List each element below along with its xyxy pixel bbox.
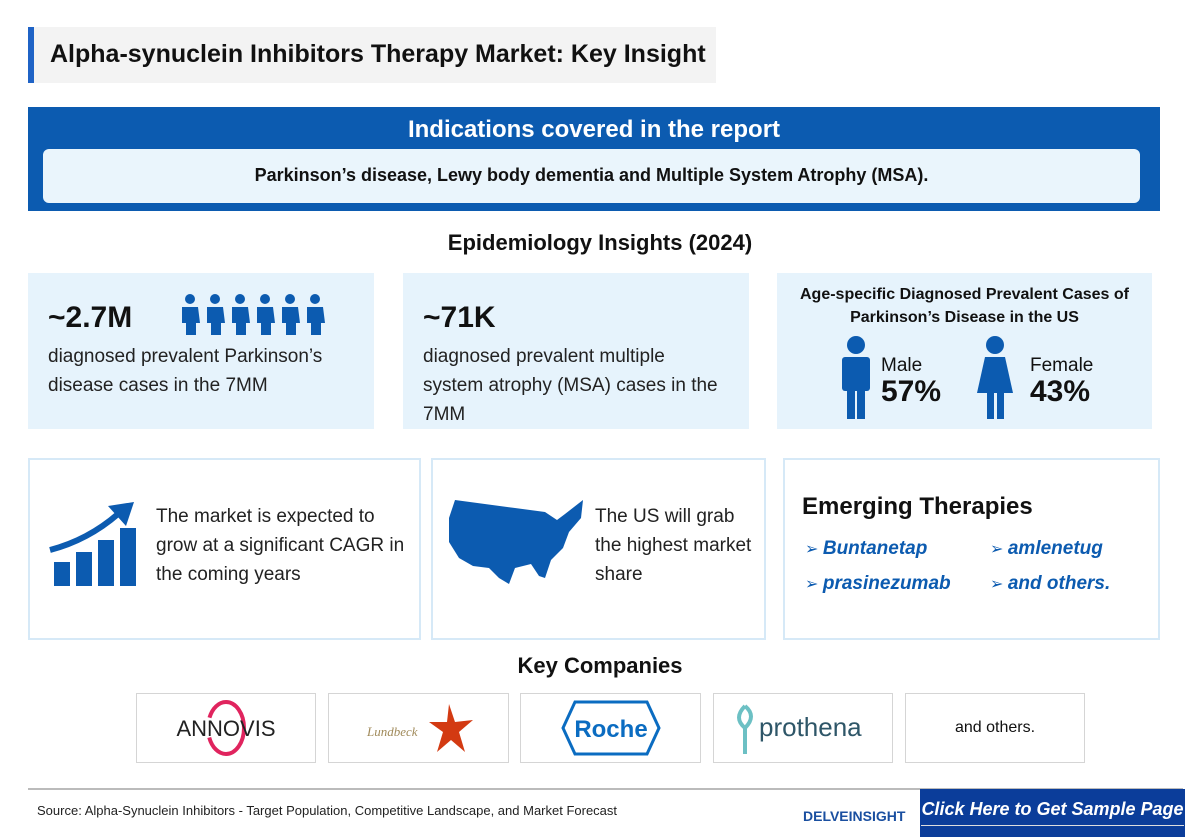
msa-text: diagnosed prevalent multiple system atro… xyxy=(423,346,718,425)
therapies-card: Emerging Therapies ➢ Buntanetap ➢ amlene… xyxy=(783,458,1160,640)
source-text: Source: Alpha-Synuclein Inhibitors - Tar… xyxy=(37,803,618,818)
indications-panel: Indications covered in the report Parkin… xyxy=(28,107,1160,211)
female-label: Female xyxy=(1030,355,1094,376)
svg-text:Roche: Roche xyxy=(574,716,647,743)
us-map-icon xyxy=(449,500,583,584)
delveinsight-logo: DELVEINSIGHT xyxy=(803,808,906,824)
male-label: Male xyxy=(881,355,923,376)
page-title: Alpha-synuclein Inhibitors Therapy Marke… xyxy=(28,27,716,83)
pd-card: ~2.7M diagnosed prevalent Parkinson’s di… xyxy=(28,273,374,429)
gender-heading: Age-specific Diagnosed Prevalent Cases o… xyxy=(800,286,1129,326)
pd-text: diagnosed prevalent Parkinson’s disease … xyxy=(48,346,323,396)
therapy-item: ➢ and others. xyxy=(990,573,1111,594)
prothena-logo: prothena xyxy=(713,693,893,763)
indications-text: Parkinson’s disease, Lewy body dementia … xyxy=(43,149,1140,203)
therapy-item: ➢ Buntanetap xyxy=(805,538,928,559)
svg-text:Lundbeck: Lundbeck xyxy=(366,724,418,739)
svg-text:prothena: prothena xyxy=(759,712,862,742)
growth-card: The market is expected to grow at a sign… xyxy=(28,458,421,640)
epidemiology-heading: Epidemiology Insights (2024) xyxy=(447,230,753,255)
msa-value: ~71K xyxy=(423,301,496,334)
therapies-heading: Emerging Therapies xyxy=(802,493,1033,520)
svg-text:ANNOVIS: ANNOVIS xyxy=(176,716,275,741)
therapy-item: ➢ prasinezumab xyxy=(805,573,951,594)
pd-value: ~2.7M xyxy=(48,301,133,334)
female-value: 43% xyxy=(1030,375,1091,408)
indications-heading: Indications covered in the report xyxy=(407,116,781,143)
male-value: 57% xyxy=(881,375,942,408)
msa-card: ~71K diagnosed prevalent multiple system… xyxy=(403,273,749,429)
us-text: The US will grab the highest market shar… xyxy=(595,506,752,585)
people-icon xyxy=(182,294,325,335)
companies-heading: Key Companies xyxy=(517,653,683,678)
sample-page-button[interactable]: Click Here to Get Sample Page xyxy=(920,789,1185,837)
lundbeck-logo: Lundbeck xyxy=(328,693,509,763)
male-icon xyxy=(842,336,870,419)
footer-divider xyxy=(28,788,1183,790)
female-icon xyxy=(977,336,1013,419)
therapy-item: ➢ amlenetug xyxy=(990,538,1103,559)
us-card: The US will grab the highest market shar… xyxy=(431,458,766,640)
roche-logo: Roche xyxy=(520,693,701,763)
others-companies: and others. xyxy=(905,693,1085,763)
sample-page-link[interactable]: Click Here to Get Sample Page xyxy=(921,799,1184,826)
annovis-logo: ANNOVIS xyxy=(136,693,316,763)
growth-chart-icon xyxy=(49,502,136,586)
growth-text: The market is expected to grow at a sign… xyxy=(156,506,405,585)
gender-card: Age-specific Diagnosed Prevalent Cases o… xyxy=(777,273,1152,429)
